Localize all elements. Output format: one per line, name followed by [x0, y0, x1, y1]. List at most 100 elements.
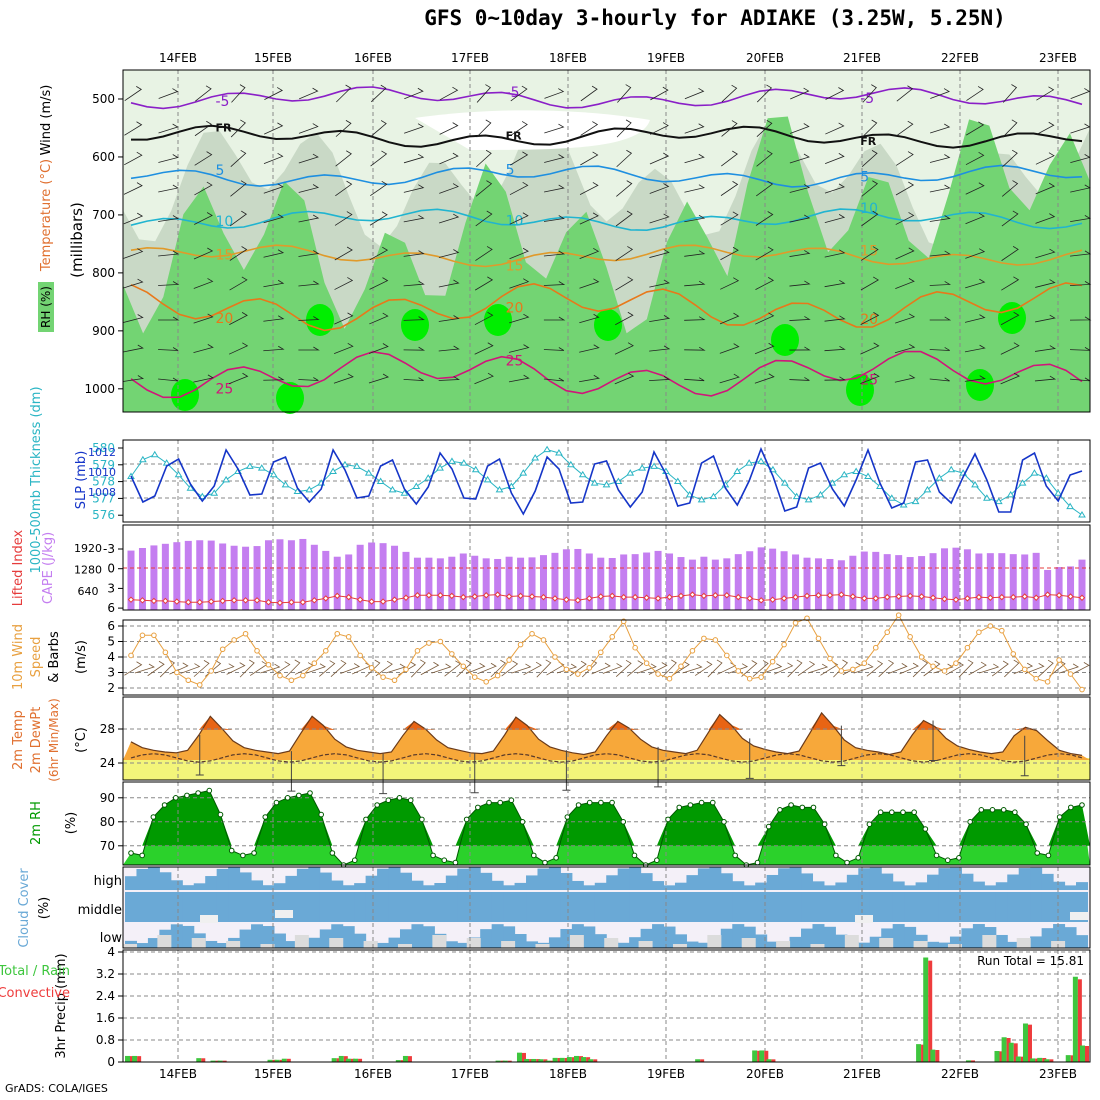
wind-barb [912, 659, 929, 678]
wind-barb [511, 663, 532, 674]
rh2m-marker [586, 799, 593, 806]
wind-speed-marker [288, 677, 295, 684]
wind-barb [403, 346, 426, 351]
wind-speed-marker [609, 634, 616, 640]
wind-barb [334, 312, 354, 325]
wind-speed-marker [1021, 666, 1028, 673]
wind-barb [370, 150, 388, 167]
wind-barb [439, 183, 459, 194]
cloud-bar [801, 873, 814, 890]
cloud-bar [147, 938, 160, 948]
precip-total-bar [1008, 1042, 1014, 1062]
wind-speed-marker [540, 637, 547, 643]
cape-tick-label: 1280 [74, 564, 102, 577]
wind-speed-marker [746, 675, 753, 682]
wind-barb [929, 377, 950, 382]
cloud-bar [273, 883, 286, 890]
rh2m-marker [184, 792, 190, 799]
cloud-bar [560, 928, 573, 948]
wind-barb [194, 181, 213, 196]
lifted-index-marker [975, 593, 983, 601]
rh2m-marker [1079, 802, 1085, 808]
wind-barb [825, 153, 845, 164]
cape-bar [161, 543, 169, 610]
cloud-bar [640, 892, 653, 922]
wind-barb [672, 661, 690, 676]
wind-barb [721, 84, 738, 103]
wind-barb [543, 215, 565, 222]
wind-barb [569, 660, 587, 677]
wind-barb [661, 659, 677, 678]
cloud-bar [663, 885, 676, 890]
run-total-label: Run Total = 15.81 [977, 954, 1084, 968]
rh2m-marker [609, 799, 615, 806]
wind-barb [1035, 182, 1056, 195]
lifted-index-marker [1078, 594, 1086, 601]
wind-barb [298, 250, 320, 257]
wind-barb [474, 276, 494, 291]
cloud-bar [594, 892, 607, 922]
precip-total-bar [132, 1055, 138, 1062]
cloud-bar [743, 885, 756, 890]
rh2m-marker [374, 802, 380, 808]
precip-conv-bar [1020, 1056, 1025, 1062]
cloud-bar [308, 892, 321, 922]
wind-legend-label: Wind (m/s) [39, 85, 54, 156]
rh2m-marker [217, 811, 224, 818]
cloud-bar [1076, 935, 1088, 948]
wind-speed-marker [907, 634, 913, 640]
thickness-marker [459, 459, 468, 466]
wind-barb [456, 659, 472, 678]
rh2m-marker [351, 857, 358, 864]
cape-bar [792, 554, 800, 610]
cloud-bar [743, 892, 756, 922]
rh-legend-swatch [38, 282, 54, 332]
cloud-bar [388, 867, 401, 890]
cloud-bar [846, 874, 859, 890]
cape-bar [643, 552, 651, 610]
rh2m-marker [631, 852, 638, 859]
rh2m-marker [329, 850, 336, 856]
wind-speed-marker [426, 640, 432, 646]
wind-barb [1002, 119, 1018, 138]
wind-barb [158, 347, 179, 351]
precip-conv-bar [1070, 1055, 1075, 1062]
wind-barb [762, 663, 783, 674]
cape-bar [448, 556, 456, 610]
cloud-bar [686, 892, 699, 922]
rh2m-marker [765, 823, 772, 830]
wind-barb [543, 347, 565, 351]
cloud-bar [468, 867, 481, 890]
wind-barb [1036, 86, 1055, 101]
cloud-bar [583, 926, 596, 948]
precip-conv-bar [557, 1057, 562, 1062]
cloud-bar [273, 933, 286, 948]
thickness-marker [983, 494, 991, 501]
wind-barb [580, 85, 598, 102]
rh2m-marker [284, 795, 291, 801]
wind-barb [543, 316, 566, 321]
rh-90-area [846, 374, 874, 406]
wind-barb [298, 214, 320, 223]
wind-barb [756, 84, 773, 103]
wind-barb [968, 661, 987, 676]
wind-barb [965, 278, 986, 289]
lifted-index-marker [918, 593, 925, 600]
cape-bar [654, 550, 662, 610]
slp-frame [122, 439, 1091, 523]
wind-barb [226, 662, 246, 675]
cloud-bar [1041, 892, 1054, 922]
wind-barb [1002, 84, 1018, 103]
cloud-bar [434, 883, 447, 890]
cloud-bar [491, 880, 504, 890]
wind-barb [263, 279, 285, 288]
wind-speed-marker [460, 663, 467, 670]
precip-conv-bar [279, 1059, 284, 1062]
wind-barb [929, 347, 950, 351]
thickness-marker [697, 495, 706, 503]
cloud-bar [319, 872, 332, 890]
thickness-marker [139, 455, 147, 463]
rh2m-marker [799, 804, 806, 811]
wind-barb [334, 246, 353, 261]
wind-barb [965, 248, 986, 259]
